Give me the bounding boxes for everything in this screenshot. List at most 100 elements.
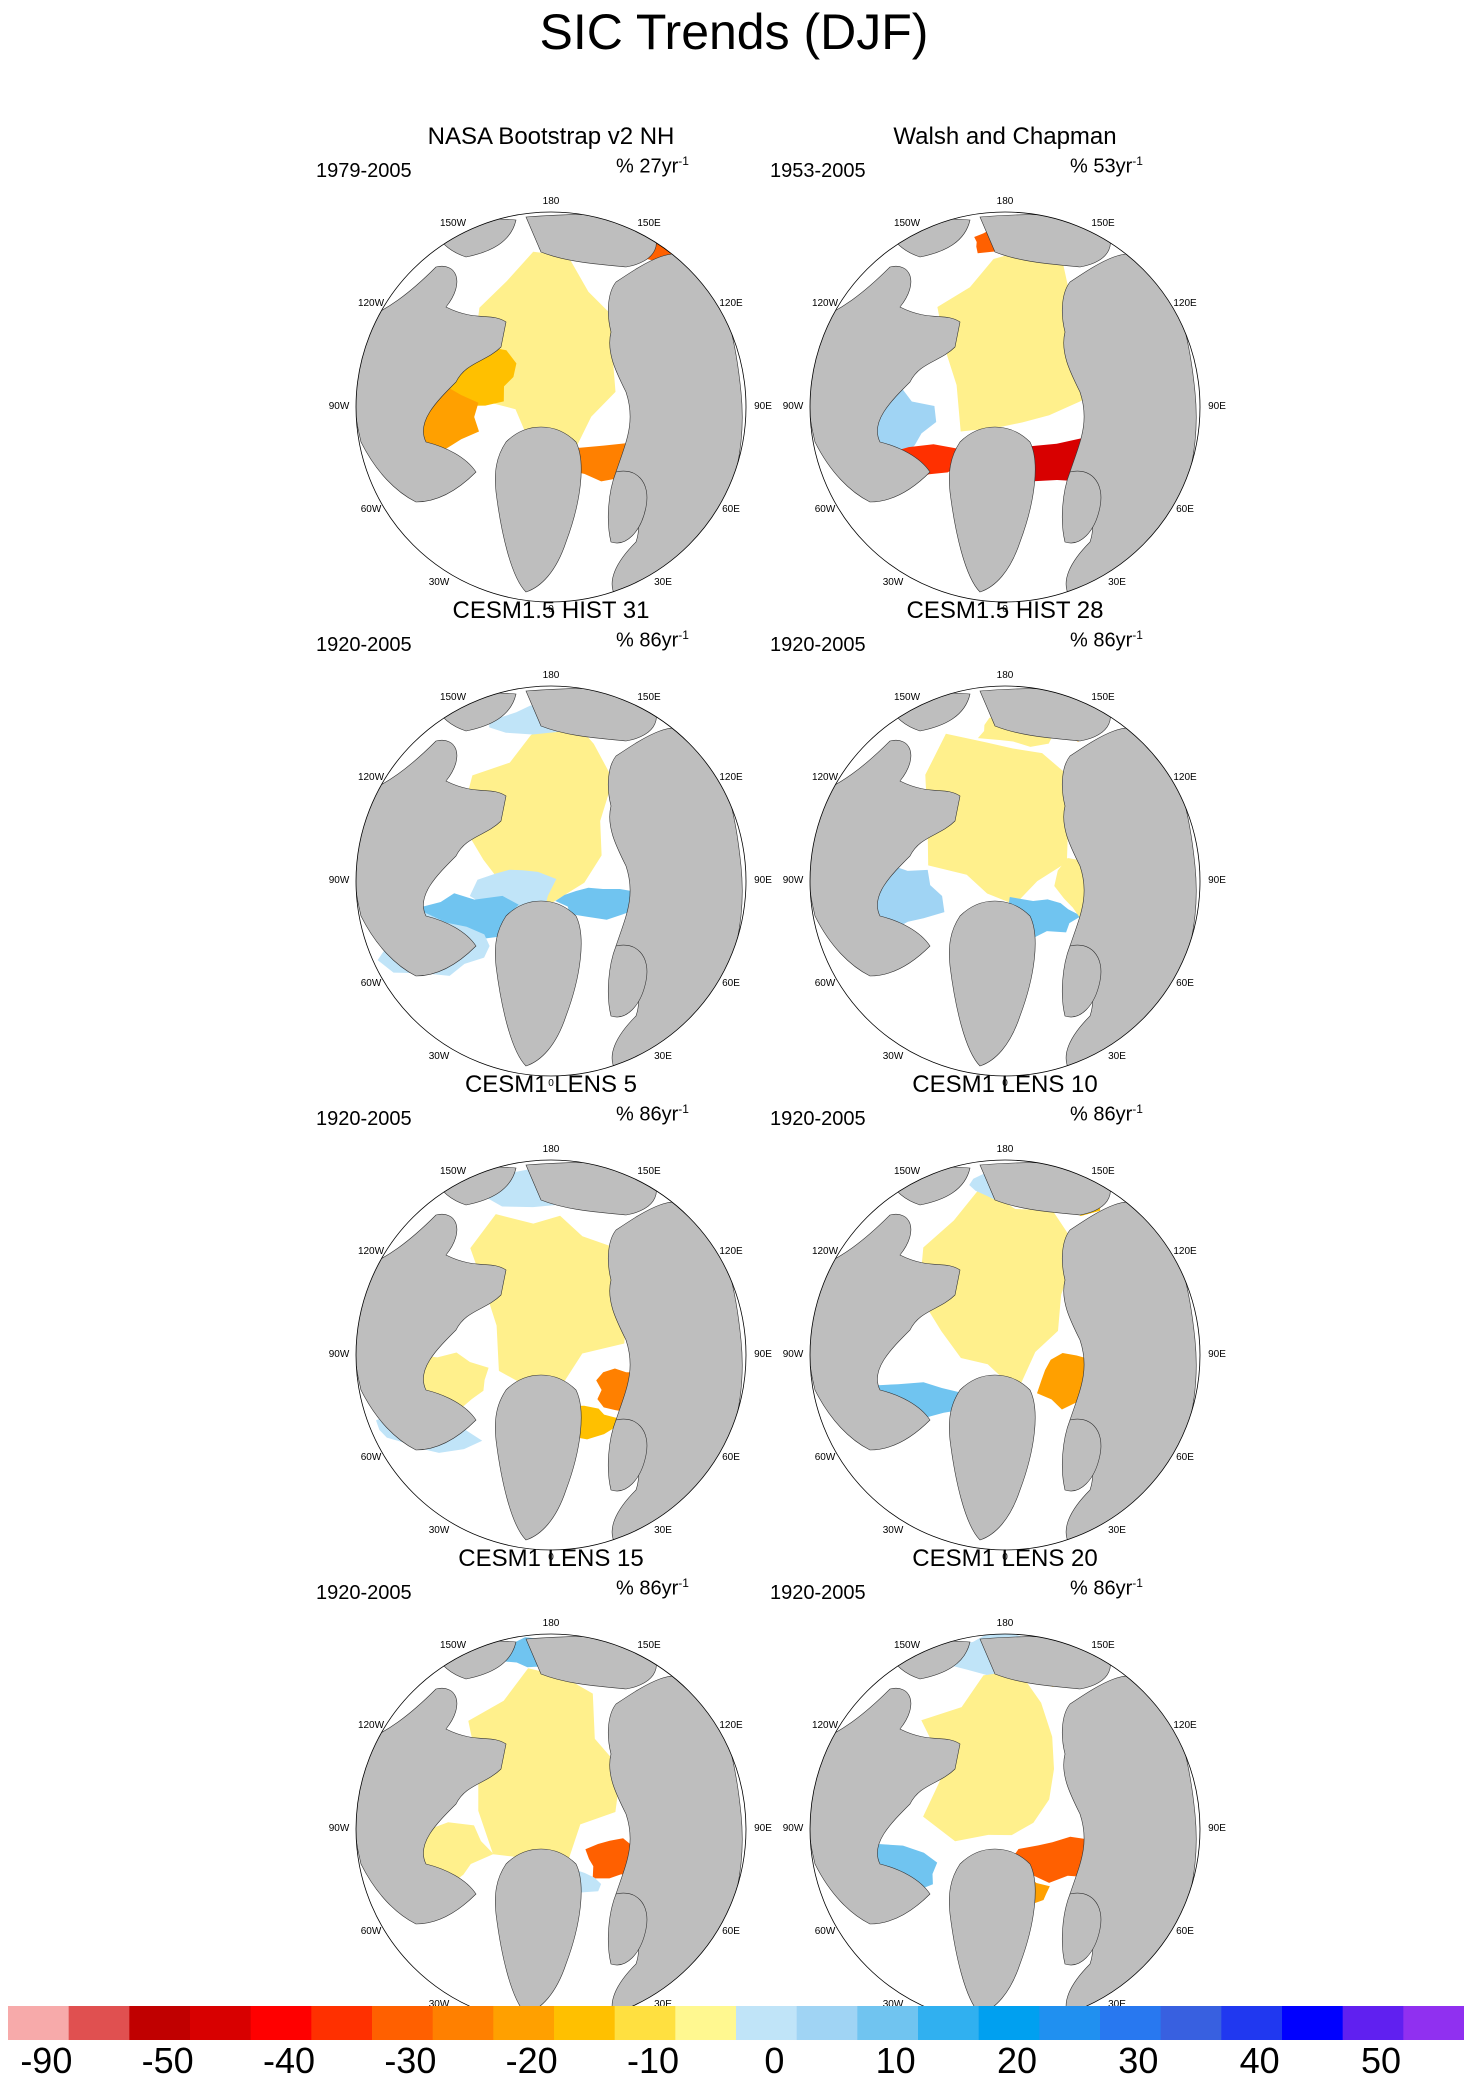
longitude-label: 30W (882, 577, 904, 588)
longitude-label: 120E (719, 1720, 743, 1731)
land-mass (949, 1848, 1036, 2015)
colorbar-swatch (68, 2006, 130, 2040)
longitude-label: 30W (882, 1525, 904, 1536)
map-border (809, 211, 1201, 603)
panel-period: 1920-2005 (770, 1582, 866, 1604)
longitude-label: 30W (428, 1051, 450, 1062)
land-mass (810, 1213, 961, 1451)
longitude-label: 150W (439, 692, 467, 703)
longitude-label: 120W (357, 298, 385, 309)
longitude-label: 180 (996, 196, 1014, 207)
land-mass (949, 1374, 1036, 1541)
map-border (809, 685, 1201, 1077)
longitude-label: 60E (722, 1452, 740, 1463)
longitude-label: 180 (996, 670, 1014, 681)
panel-units: % 86yr-1 (616, 1102, 689, 1126)
polar-map (809, 211, 1201, 603)
longitude-label: 150W (439, 1166, 467, 1177)
longitude-label: 90W (782, 1823, 804, 1834)
colorbar-tick-label: -90 (20, 2040, 73, 2081)
longitude-label: 30E (1108, 1999, 1126, 2010)
polar-map (355, 685, 747, 1077)
longitude-label: 60E (722, 978, 740, 989)
map-content (810, 1634, 1200, 2024)
longitude-label: 30W (428, 577, 450, 588)
panel-title: CESM1.5 HIST 28 (906, 597, 1104, 624)
land-mass (1061, 470, 1102, 544)
longitude-label: 90E (754, 1349, 772, 1360)
colorbar-swatch (978, 2006, 1040, 2040)
map-border (355, 1159, 747, 1551)
land-mass (1061, 1418, 1102, 1492)
longitude-label: 60W (814, 504, 836, 515)
longitude-label: 90W (782, 1349, 804, 1360)
map-content (356, 1634, 746, 2024)
longitude-label: 90E (1208, 401, 1226, 412)
land-mass (1061, 1892, 1102, 1966)
map-panel: Walsh and Chapman 1953-2005 % 53yr-1 180 150… (770, 123, 1240, 642)
longitude-label: 150W (893, 218, 921, 229)
panel-period: 1920-2005 (316, 1108, 412, 1130)
longitude-label: 30E (654, 1525, 672, 1536)
land-mass (607, 1418, 648, 1492)
colorbar-swatch (1342, 2006, 1404, 2040)
longitude-label: 120W (357, 1720, 385, 1731)
land-mass (495, 900, 582, 1067)
longitude-label: 0 (1002, 1552, 1008, 1563)
land-mass (495, 1374, 582, 1541)
longitude-label: 30E (1108, 577, 1126, 588)
longitude-label: 150E (1091, 1166, 1115, 1177)
colorbar-swatch (493, 2006, 555, 2040)
colorbar-swatch (1403, 2006, 1464, 2040)
longitude-label: 0 (548, 1552, 554, 1563)
longitude-label: 120E (1173, 772, 1197, 783)
longitude-label: 120E (1173, 298, 1197, 309)
longitude-label: 60W (360, 1452, 382, 1463)
land-mass (607, 944, 648, 1018)
colorbar-swatch (190, 2006, 252, 2040)
longitude-label: 90W (782, 401, 804, 412)
panel-title: CESM1 LENS 10 (912, 1071, 1098, 1098)
panel-period: 1920-2005 (770, 1108, 866, 1130)
longitude-label: 120E (719, 772, 743, 783)
panel-units: % 86yr-1 (616, 628, 689, 652)
longitude-label: 150E (637, 1640, 661, 1651)
ice-trend-region (470, 1214, 629, 1388)
panel-period: 1920-2005 (770, 634, 866, 656)
land-mass (607, 470, 648, 544)
longitude-label: 30E (654, 1051, 672, 1062)
longitude-label: 120W (811, 772, 839, 783)
land-mass (495, 426, 582, 593)
longitude-label: 60W (814, 1926, 836, 1937)
land-mass (1061, 944, 1102, 1018)
land-mass (607, 1892, 648, 1966)
ice-trend-region (919, 1187, 1077, 1392)
longitude-label: 150W (893, 1640, 921, 1651)
polar-map (355, 1633, 747, 2025)
longitude-label: 60E (1176, 1926, 1194, 1937)
longitude-label: 60W (814, 978, 836, 989)
panel-title: Walsh and Chapman (893, 123, 1117, 150)
longitude-label: 90W (328, 401, 350, 412)
longitude-label: 60E (1176, 1452, 1194, 1463)
longitude-label: 180 (996, 1144, 1014, 1155)
colorbar-swatch (8, 2006, 70, 2040)
map-panel: CESM1 LENS 15 1920-2005 % 86yr-1 180 150W 150… (316, 1545, 786, 2064)
longitude-label: 30W (428, 1525, 450, 1536)
colorbar-tick-label: 50 (1360, 2040, 1402, 2081)
longitude-label: 90W (782, 875, 804, 886)
map-panel: CESM1.5 HIST 28 1920-2005 % 86yr-1 180 150W 1… (770, 597, 1240, 1116)
colorbar-tick-label: 40 (1239, 2040, 1280, 2081)
polar-map (809, 1633, 1201, 2025)
longitude-label: 90E (754, 401, 772, 412)
land-mass (356, 1213, 507, 1451)
longitude-label: 120E (1173, 1720, 1197, 1731)
longitude-label: 180 (996, 1618, 1014, 1629)
map-border (809, 1159, 1201, 1551)
colorbar-swatch (311, 2006, 373, 2040)
longitude-label: 60W (814, 1452, 836, 1463)
longitude-label: 0 (548, 1078, 554, 1089)
figure-title: SIC Trends (DJF) (539, 4, 929, 60)
longitude-label: 150E (1091, 1640, 1115, 1651)
map-content (810, 1160, 1200, 1550)
